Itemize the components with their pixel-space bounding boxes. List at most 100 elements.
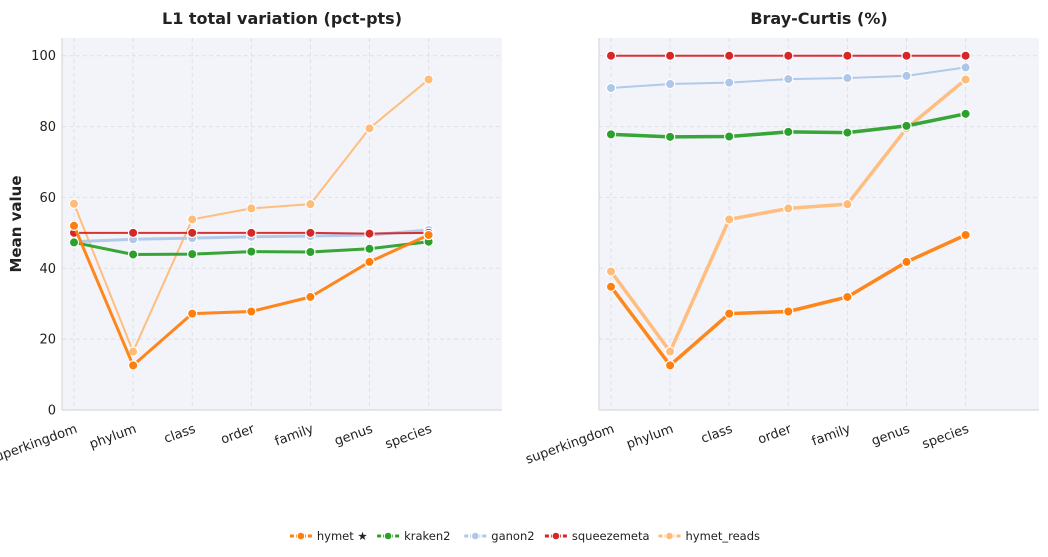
data-point xyxy=(842,198,853,210)
chart-panel-left: 0 20 40 60 80 100 superkingdom phylum class order… xyxy=(0,9,502,468)
data-point xyxy=(901,120,912,132)
x-tick-label: phylum xyxy=(625,422,676,453)
data-point xyxy=(605,266,617,277)
x-tick-label: class xyxy=(699,422,735,447)
series-ganon2 xyxy=(605,62,971,94)
x-tick-label: family xyxy=(273,422,316,450)
x-tick-label: species xyxy=(920,422,971,453)
data-point xyxy=(960,50,971,61)
legend-marker xyxy=(665,531,674,541)
x-tick-label: superkingdom xyxy=(524,422,617,468)
x-tick-label: phylum xyxy=(88,422,139,453)
data-point xyxy=(605,129,617,140)
data-point xyxy=(246,227,257,239)
data-point xyxy=(605,281,617,292)
data-point xyxy=(186,308,198,319)
y-axis-label: Mean value xyxy=(7,175,25,272)
legend-label: squeezemeta xyxy=(572,529,650,543)
legend-item: hymet ★ xyxy=(289,529,368,543)
data-point xyxy=(305,198,316,210)
data-point xyxy=(364,123,375,134)
series-kraken2 xyxy=(605,108,971,143)
plot-area-background xyxy=(599,38,1039,410)
data-point xyxy=(960,229,971,241)
data-point xyxy=(842,72,853,84)
data-point xyxy=(246,306,257,317)
series-hymet xyxy=(68,220,434,371)
y-tick-label: 20 xyxy=(39,333,56,348)
series-hymet xyxy=(605,229,971,371)
data-point xyxy=(186,214,198,225)
legend-item: ganon2 xyxy=(464,529,535,543)
data-point xyxy=(664,78,676,90)
legend-item: squeezemeta xyxy=(544,529,650,543)
legend-marker xyxy=(471,531,480,541)
chart-title: L1 total variation (pct-pts) xyxy=(162,9,402,28)
x-tick-label: order xyxy=(756,421,794,447)
legend-marker xyxy=(383,531,393,541)
data-point xyxy=(783,73,794,85)
x-tick-label: genus xyxy=(870,422,912,450)
data-point xyxy=(901,256,912,268)
data-point xyxy=(246,246,257,257)
data-point xyxy=(605,50,617,61)
data-point xyxy=(664,360,676,371)
series-hymet-reads xyxy=(68,74,434,357)
legend-item: hymet_reads xyxy=(658,529,761,543)
x-tick-label: order xyxy=(219,421,257,447)
data-point xyxy=(664,50,676,61)
legend-label: hymet ★ xyxy=(317,529,368,543)
data-point xyxy=(605,82,617,94)
data-point xyxy=(842,127,853,138)
x-tick-label: superkingdom xyxy=(0,422,79,468)
data-point xyxy=(305,246,316,258)
data-point xyxy=(901,70,912,82)
data-point xyxy=(246,203,257,214)
legend-label: kraken2 xyxy=(404,529,450,543)
data-point xyxy=(127,227,139,239)
data-point xyxy=(901,50,912,61)
data-point xyxy=(783,50,794,61)
data-point xyxy=(960,108,971,120)
legend-item: kraken2 xyxy=(377,529,450,543)
y-tick-label: 100 xyxy=(31,49,56,64)
x-tick-label: family xyxy=(810,422,853,450)
data-point xyxy=(364,256,375,268)
data-point xyxy=(364,243,375,254)
data-point xyxy=(664,131,676,143)
data-point xyxy=(127,249,139,260)
series-squeezemeta xyxy=(68,227,434,239)
data-point xyxy=(724,77,735,88)
data-point xyxy=(305,227,316,239)
chart-panel-right: superkingdom phylum class order family genus s… xyxy=(524,9,1039,468)
data-point xyxy=(842,291,853,303)
data-point xyxy=(364,228,375,239)
data-point xyxy=(783,203,794,214)
data-point xyxy=(423,74,434,85)
data-point xyxy=(724,50,735,61)
y-tick-label: 80 xyxy=(39,120,56,135)
y-tick-label: 60 xyxy=(39,191,56,206)
data-point xyxy=(305,291,316,303)
chart-title: Bray-Curtis (%) xyxy=(750,9,887,28)
legend-marker xyxy=(296,531,306,541)
data-point xyxy=(724,214,735,225)
legend-marker xyxy=(551,531,561,541)
legend: hymet ★ kraken2 ganon2 squeezemeta hymet_rea… xyxy=(289,529,761,543)
data-point xyxy=(68,237,80,248)
data-point xyxy=(960,62,971,73)
data-point xyxy=(724,131,735,142)
x-tick-label: class xyxy=(162,422,198,447)
data-point xyxy=(842,50,853,61)
data-point xyxy=(68,198,80,210)
data-point xyxy=(127,360,139,371)
data-point xyxy=(423,229,434,241)
data-point xyxy=(783,126,794,138)
data-point xyxy=(724,308,735,319)
legend-label: ganon2 xyxy=(491,529,534,543)
y-tick-label: 0 xyxy=(48,404,56,419)
legend-label: hymet_reads xyxy=(686,529,761,543)
x-tick-label: genus xyxy=(333,422,375,450)
data-point xyxy=(664,346,676,357)
